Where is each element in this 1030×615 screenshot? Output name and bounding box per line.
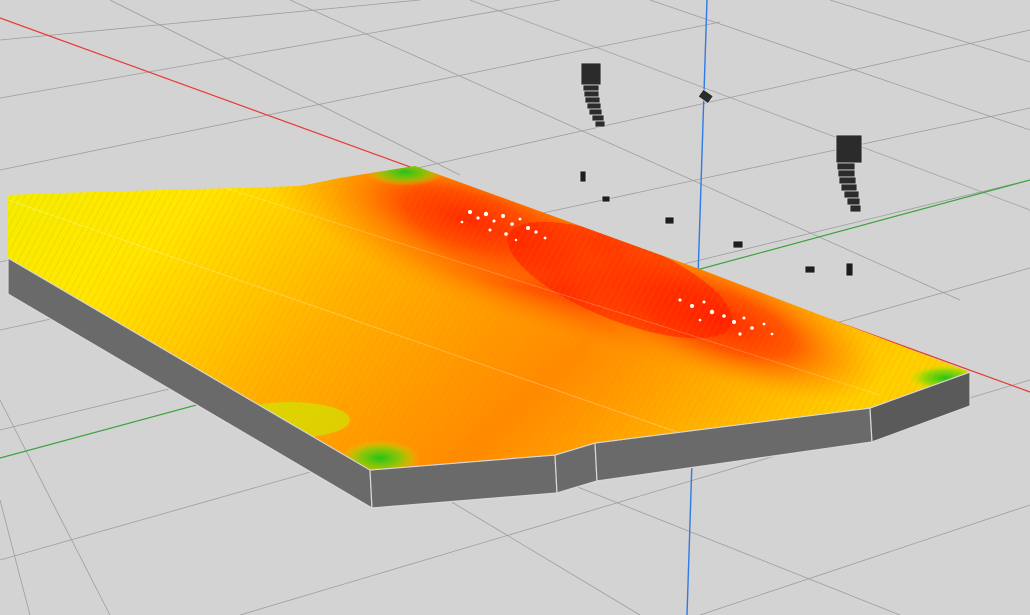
subwoofer-icon[interactable] — [664, 216, 675, 225]
subwoofer-icon[interactable] — [804, 265, 816, 274]
floor-outline — [7, 257, 971, 471]
center-point-speaker[interactable] — [697, 88, 714, 105]
subwoofer-icon[interactable] — [732, 240, 744, 249]
audience-floor-slab[interactable] — [7, 256, 971, 510]
subwoofer-icon[interactable] — [601, 195, 611, 203]
right-line-array-speaker[interactable] — [835, 134, 863, 213]
subwoofer-array[interactable] — [579, 170, 854, 277]
left-line-array-speaker[interactable] — [580, 62, 606, 128]
subwoofer-icon[interactable] — [579, 170, 587, 183]
subwoofer-icon[interactable] — [845, 262, 854, 277]
